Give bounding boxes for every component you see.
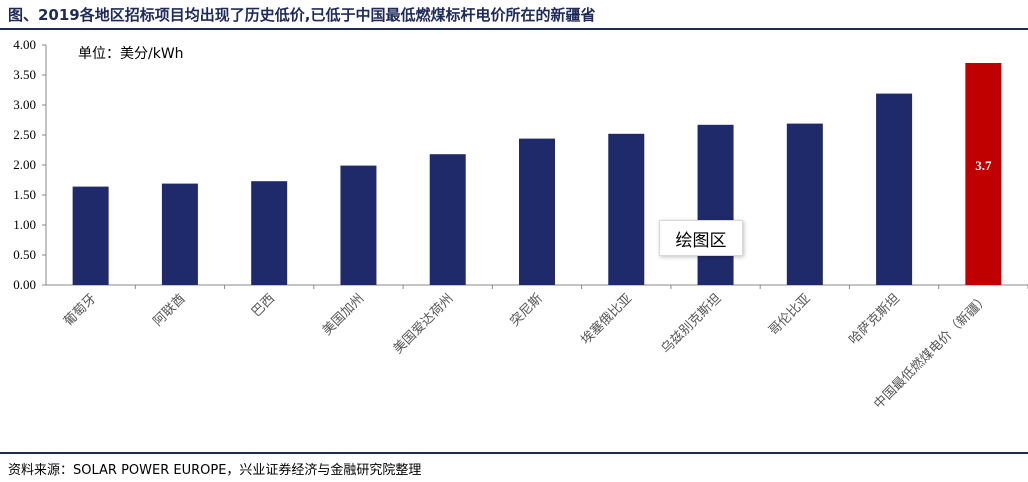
bar [251,181,288,285]
category-label: 美国加州 [320,291,367,338]
y-tick-label: 1.50 [13,187,36,202]
bar [161,183,198,285]
data-label: 3.7 [975,158,992,173]
bar-chart: 0.00 0.50 1.00 1.50 2.00 2.50 3.00 3.50 4.00 葡萄牙 阿… [13,37,1028,412]
bar [72,186,109,285]
bar [876,93,913,285]
y-tick-label: 1.00 [13,217,36,232]
y-tick-label: 0.00 [13,277,36,292]
category-label: 葡萄牙 [61,291,99,329]
category-label: 埃塞俄比亚 [578,291,635,348]
y-tick-label: 2.50 [13,127,36,142]
bar [608,133,645,285]
unit-label: 单位：美分/kWh [78,46,184,62]
title-divider [0,28,1028,30]
bar [519,138,555,285]
y-tick-label: 3.50 [13,67,36,82]
category-label: 哥伦比亚 [766,291,813,338]
y-tick-label: 0.50 [13,247,36,262]
footer-divider [0,452,1028,454]
y-tick-label: 4.00 [13,37,36,52]
chart-title: 图、2019各地区招标项目均出现了历史低价,已低于中国最低燃煤标杆电价所在的新疆… [8,6,596,24]
category-label: 乌兹别克斯坦 [658,291,724,357]
bar [340,165,377,285]
bar [965,63,1002,285]
y-tick-label: 2.00 [13,157,36,172]
plot-area-tooltip: 绘图区 [659,220,743,256]
bar [429,154,466,285]
y-tick-label: 3.00 [13,97,36,112]
category-label: 阿联酋 [150,291,189,330]
source-note: 资料来源：SOLAR POWER EUROPE，兴业证券经济与金融研究院整理 [8,463,422,478]
category-label: 巴西 [249,291,278,320]
bar [697,124,734,285]
bar [786,123,823,285]
category-label: 哈萨克斯坦 [846,291,903,348]
category-label: 突尼斯 [507,291,546,330]
category-label: 美国爱达荷州 [391,291,457,357]
